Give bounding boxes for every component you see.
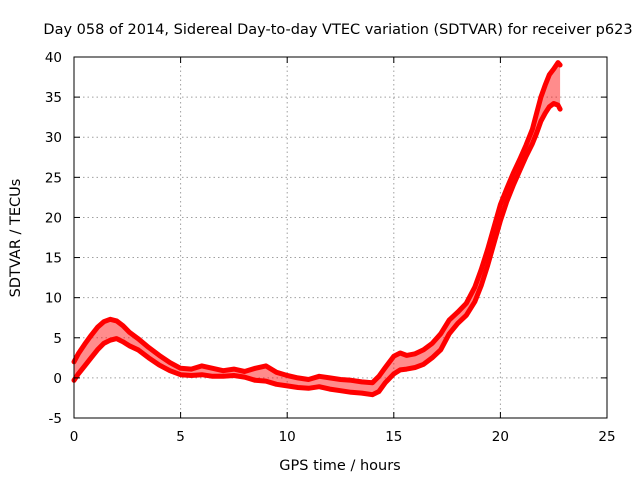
x-tick-label: 0: [70, 429, 79, 445]
y-tick-label: 35: [45, 90, 62, 106]
x-tick-labels: 0 5 10 15 20 25: [70, 429, 616, 445]
y-tick-label: 20: [45, 210, 62, 226]
plot-frame: [73, 56, 608, 419]
sdtvar-upper-trace: [71, 60, 563, 386]
y-tick-label: 25: [45, 170, 62, 186]
x-axis-label: GPS time / hours: [279, 458, 400, 474]
x-tick-label: 20: [492, 429, 509, 445]
y-axis-label: SDTVAR / TECUs: [8, 179, 24, 298]
tick-marks: [73, 56, 608, 419]
y-tick-label: 30: [45, 130, 62, 146]
x-tick-label: 15: [385, 429, 402, 445]
y-tick-labels: -5 0 5 10 15 20 25 30 35 40: [45, 50, 62, 427]
sdtvar-lower-trace: [71, 101, 563, 398]
grid: [74, 57, 607, 418]
x-tick-label: 5: [176, 429, 185, 445]
y-tick-label: 40: [45, 50, 62, 66]
y-tick-label: 15: [45, 251, 62, 267]
y-tick-label: 5: [53, 331, 62, 347]
x-tick-label: 25: [598, 429, 615, 445]
series-layer: [71, 60, 563, 398]
y-tick-label: 10: [45, 291, 62, 307]
x-tick-label: 10: [279, 429, 296, 445]
y-tick-label: 0: [53, 371, 62, 387]
y-tick-label: -5: [49, 411, 62, 427]
chart-title: Day 058 of 2014, Sidereal Day-to-day VTE…: [43, 22, 632, 38]
